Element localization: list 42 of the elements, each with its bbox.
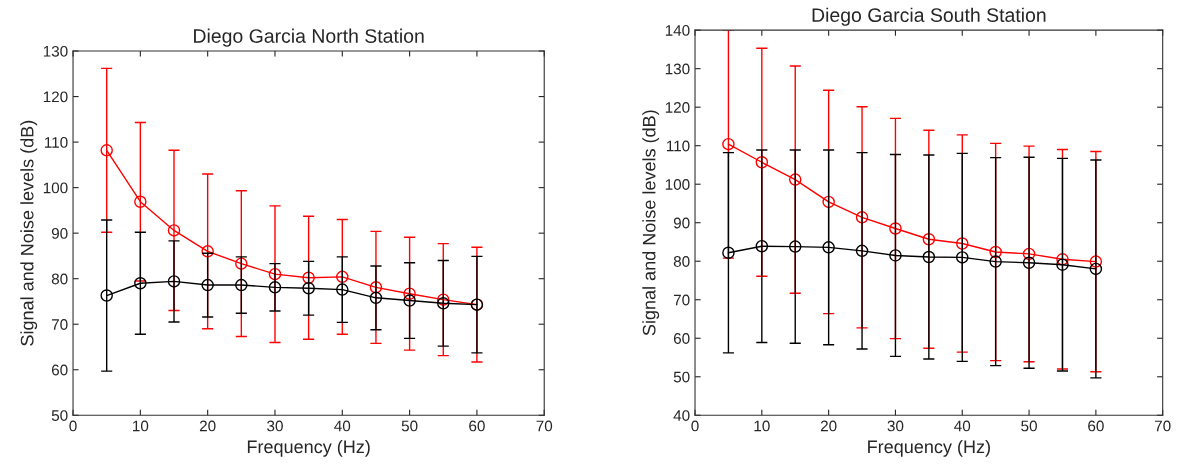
y-axis-title: Signal and Noise levels (dB)	[20, 120, 38, 346]
y-tick-label: 40	[673, 410, 690, 421]
x-tick-label: 70	[536, 420, 553, 432]
y-tick-label: 60	[673, 333, 690, 344]
y-axis-title: Signal and Noise levels (dB)	[642, 110, 660, 336]
y-tick-label: 80	[51, 273, 68, 285]
y-tick-label: 50	[673, 371, 690, 383]
y-tick-label: 70	[51, 319, 68, 330]
x-tick-label: 10	[133, 420, 149, 432]
x-axis-title: Frequency (Hz)	[868, 439, 990, 457]
y-tick-label: 130	[43, 45, 68, 57]
y-tick-label: 110	[666, 140, 690, 152]
x-tick-label: 40	[954, 420, 971, 432]
x-tick-label: 0	[69, 420, 77, 432]
x-tick-label: 20	[820, 420, 837, 432]
x-tick-label: 20	[199, 420, 216, 432]
y-tick-label: 110	[44, 136, 68, 148]
y-tick-label: 120	[43, 91, 68, 103]
x-tick-label: 30	[887, 420, 904, 432]
y-tick-label: 90	[673, 217, 690, 229]
chart-title: Diego Garcia North Station	[194, 28, 424, 47]
y-tick-label: 50	[51, 410, 68, 421]
x-tick-label: 10	[754, 420, 770, 432]
x-tick-label: 70	[1154, 420, 1171, 432]
y-tick-label: 70	[673, 294, 690, 306]
x-tick-label: 60	[1088, 420, 1104, 432]
y-tick-label: 90	[51, 228, 68, 239]
x-tick-label: 40	[334, 420, 351, 432]
y-tick-label: 130	[665, 63, 690, 75]
x-tick-label: 30	[267, 420, 283, 432]
y-tick-label: 60	[51, 364, 68, 376]
y-tick-label: 100	[665, 179, 690, 190]
chart-title: Diego Garcia South Station	[812, 7, 1046, 26]
y-tick-label: 80	[673, 256, 690, 267]
y-tick-label: 120	[665, 102, 690, 113]
x-tick-label: 50	[1021, 420, 1037, 432]
y-tick-label: 100	[43, 182, 68, 194]
x-tick-label: 50	[401, 420, 418, 432]
x-axis-title: Frequency (Hz)	[247, 439, 370, 457]
y-tick-label: 140	[665, 25, 690, 36]
x-tick-label: 60	[469, 420, 485, 432]
x-tick-label: 0	[691, 420, 699, 432]
